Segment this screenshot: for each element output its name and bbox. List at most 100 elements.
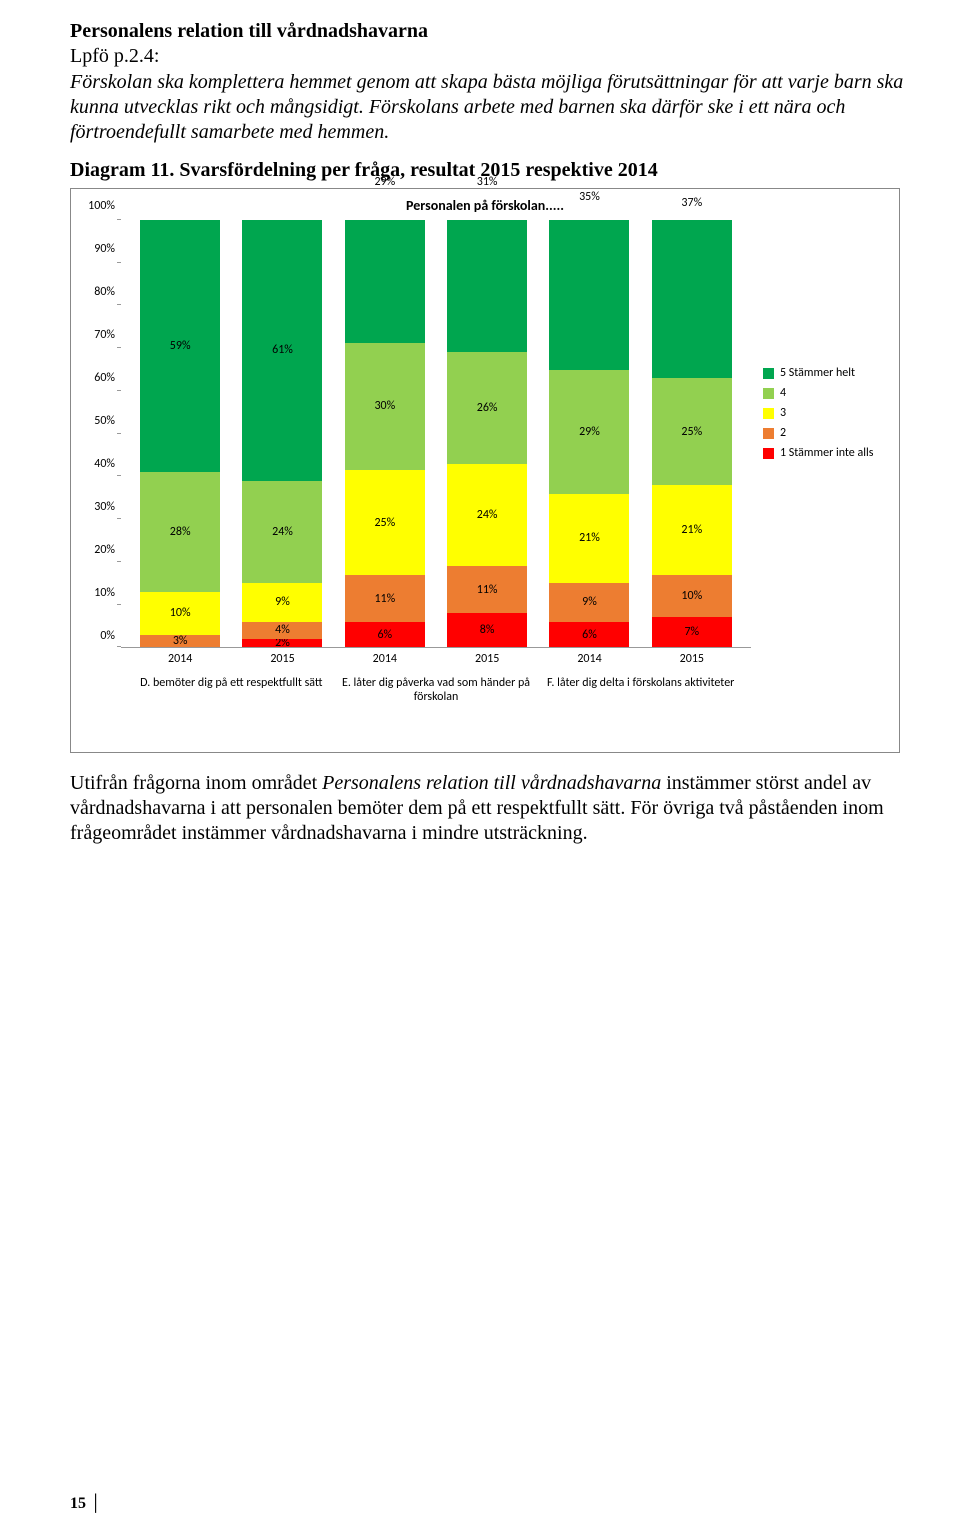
bar-segment: 3% — [140, 635, 220, 648]
bar-segment: 25% — [652, 378, 732, 485]
plot-area: 3% 10% 28% 59% 2% 4% 9% 24% 61% 6% 11% 25% 30% 29% 8% 1… — [121, 220, 751, 648]
legend-item: 5 Stämmer helt — [763, 366, 891, 380]
y-tick-label: 0% — [100, 629, 115, 643]
bar-segment-label: 29% — [579, 425, 600, 439]
para2-italic: Personalens relation till vårdnadshavarn… — [322, 772, 661, 794]
bar-segment-label: 4% — [275, 623, 290, 637]
bar-segment: 37% — [652, 220, 732, 378]
bar-segment-label: 35% — [549, 190, 629, 204]
bar-segment: 26% — [447, 352, 527, 463]
para2-pre: Utifrån frågorna inom området — [70, 772, 322, 794]
bar-segment: 28% — [140, 472, 220, 592]
bar-segment: 2% — [242, 639, 322, 648]
bar-segment: 8% — [447, 613, 527, 647]
legend-label: 2 — [780, 426, 786, 440]
legend-label: 1 Stämmer inte alls — [780, 446, 873, 460]
bar-segment-label: 31% — [447, 175, 527, 189]
bar-segment-label: 9% — [582, 595, 597, 609]
page-number: 15│ — [70, 1495, 105, 1513]
bar-segment: 11% — [345, 575, 425, 622]
x-tick-label: 2014 — [577, 652, 601, 666]
legend-swatch — [763, 408, 774, 419]
bar-segment-label: 10% — [170, 606, 191, 620]
bar-segment: 35% — [549, 220, 629, 370]
bar: 2% 4% 9% 24% 61% — [242, 220, 322, 647]
bar-segment-label: 7% — [684, 625, 699, 639]
bar-segment-label: 3% — [173, 634, 188, 648]
legend-swatch — [763, 368, 774, 379]
bar-segment-label: 26% — [477, 401, 498, 415]
x-tick-label: 2015 — [270, 652, 294, 666]
bar-segment-label: 61% — [272, 343, 293, 357]
bar-segment: 29% — [549, 370, 629, 494]
bar-segment-label: 37% — [652, 196, 732, 210]
bar-segment: 31% — [447, 220, 527, 352]
y-tick-label: 90% — [94, 242, 115, 256]
bar-segment-label: 30% — [374, 399, 395, 413]
y-axis: 0%10%20%30%40%50%60%70%80%90%100% — [79, 220, 121, 650]
legend-item: 2 — [763, 426, 891, 440]
bar-segment-label: 9% — [275, 595, 290, 609]
bar-segment-label: 6% — [377, 628, 392, 642]
x-axis-group: 20142015E. låter dig påverka vad som hän… — [334, 648, 539, 736]
bar-segment: 24% — [242, 481, 322, 584]
subheading: Lpfö p.2.4: — [70, 45, 905, 68]
bar-segment-label: 25% — [681, 425, 702, 439]
bar-segment: 9% — [242, 583, 322, 621]
x-axis: 20142015D. bemöter dig på ett respektful… — [121, 648, 751, 736]
bar-segment-label: 24% — [272, 525, 293, 539]
y-tick-label: 60% — [94, 371, 115, 385]
x-tick-label: 2014 — [168, 652, 192, 666]
page-number-separator: │ — [90, 1495, 101, 1512]
bar: 8% 11% 24% 26% 31% — [447, 220, 527, 647]
bar-segment: 25% — [345, 470, 425, 576]
bar-segment-label: 10% — [681, 589, 702, 603]
bar-segment-label: 11% — [374, 592, 395, 606]
bar-segment-label: 6% — [582, 628, 597, 642]
bar-segment: 61% — [242, 220, 322, 481]
intro-paragraph: Förskolan ska komplettera hemmet genom a… — [70, 70, 905, 145]
y-tick-label: 80% — [94, 285, 115, 299]
y-tick-label: 20% — [94, 543, 115, 557]
bar: 6% 9% 21% 29% 35% — [549, 220, 629, 647]
bar: 7%10%21%25%37% — [652, 220, 732, 647]
bar-segment-label: 11% — [477, 583, 498, 597]
x-group-label: E. låter dig påverka vad som händer på f… — [334, 666, 539, 704]
bar-segment: 10% — [140, 592, 220, 635]
bar-segment-label: 28% — [170, 525, 191, 539]
bar-segment-label: 24% — [477, 508, 498, 522]
y-tick-label: 10% — [94, 586, 115, 600]
bar-segment-label: 29% — [345, 175, 425, 189]
bar-segment: 10% — [652, 575, 732, 618]
y-tick-label: 70% — [94, 328, 115, 342]
y-tick-label: 30% — [94, 500, 115, 514]
legend-item: 1 Stämmer inte alls — [763, 446, 891, 460]
bar-segment: 4% — [242, 622, 322, 639]
legend-swatch — [763, 388, 774, 399]
bar-segment-label: 8% — [480, 623, 495, 637]
bar-segment-label: 21% — [579, 531, 600, 545]
legend-label: 3 — [780, 406, 786, 420]
bar-segment: 11% — [447, 566, 527, 613]
x-tick-label: 2014 — [373, 652, 397, 666]
chart-legend: 5 Stämmer helt 4 3 2 1 Stämmer inte alls — [751, 216, 891, 736]
bar-segment-label: 25% — [374, 516, 395, 530]
bar-segment: 24% — [447, 464, 527, 567]
legend-swatch — [763, 428, 774, 439]
y-tick-label: 40% — [94, 457, 115, 471]
legend-item: 3 — [763, 406, 891, 420]
x-group-label: F. låter dig delta i förskolans aktivite… — [538, 666, 743, 690]
y-tick-label: 50% — [94, 414, 115, 428]
bar-segment: 29% — [345, 220, 425, 343]
chart-title: Personalen på förskolan..... — [79, 197, 891, 214]
bar-segment-label: 59% — [170, 339, 191, 353]
y-tick-label: 100% — [88, 199, 115, 213]
bar-segment: 6% — [345, 622, 425, 647]
chart-container: Personalen på förskolan..... 0% 10% 20% 30%… — [70, 188, 900, 753]
x-axis-group: 20142015D. bemöter dig på ett respektful… — [129, 648, 334, 736]
x-axis-group: 20142015F. låter dig delta i förskolans … — [538, 648, 743, 736]
legend-swatch — [763, 448, 774, 459]
legend-label: 5 Stämmer helt — [780, 366, 855, 380]
legend-item: 4 — [763, 386, 891, 400]
bar-segment: 30% — [345, 343, 425, 470]
